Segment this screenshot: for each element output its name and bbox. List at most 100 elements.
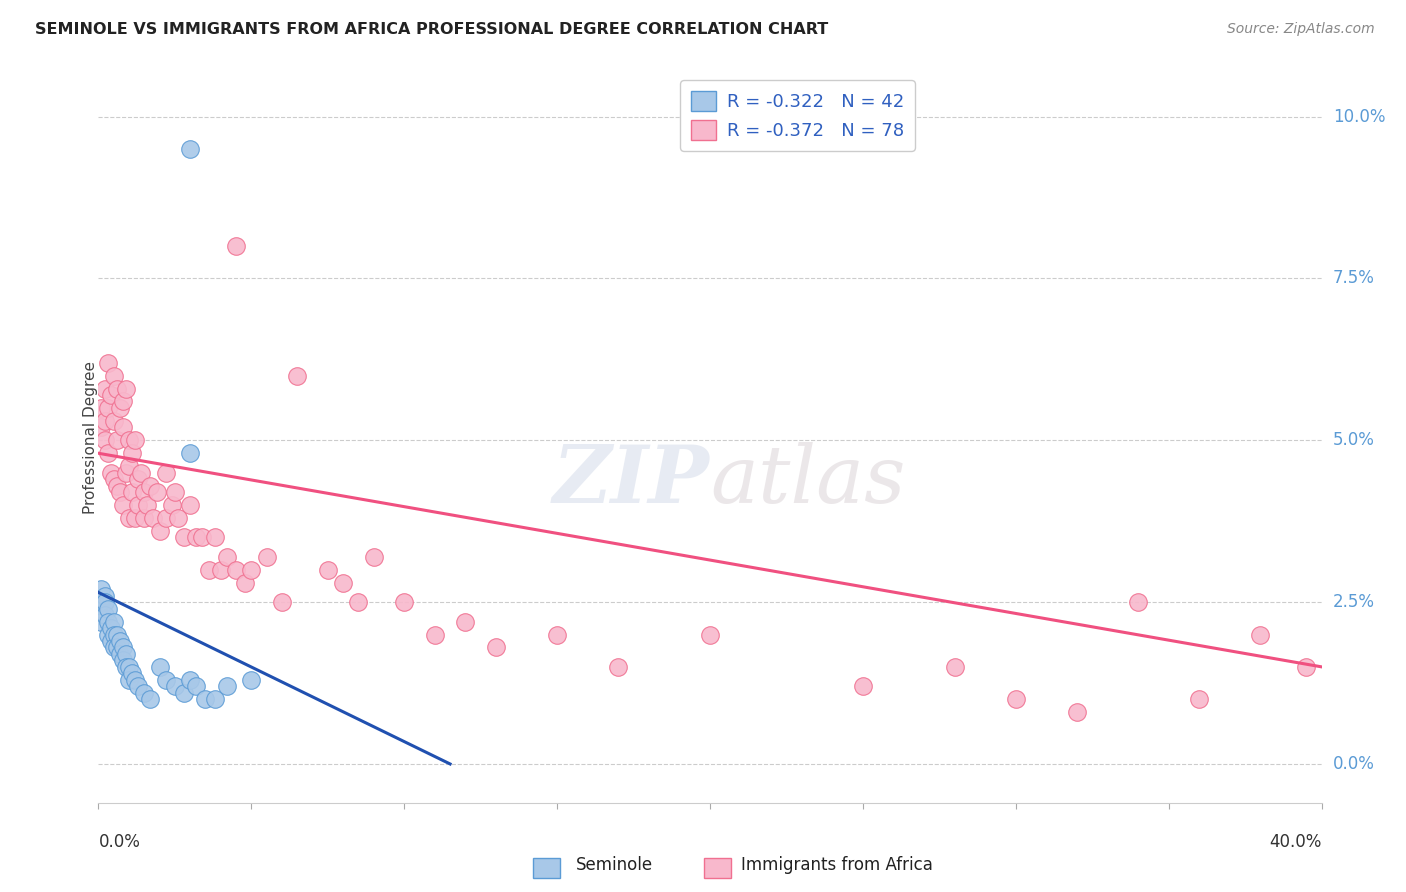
Point (111, 640, 134, 655)
Point (93, 589, 115, 603)
Text: atlas: atlas (710, 442, 905, 520)
Point (118, 434, 141, 448)
Point (155, 466, 177, 480)
Point (87, 601, 110, 615)
Point (93, 595, 115, 609)
Point (225, 563, 247, 577)
Point (149, 660, 172, 674)
Point (118, 660, 141, 674)
Point (179, 498, 201, 512)
Text: Immigrants from Africa: Immigrants from Africa (741, 856, 932, 874)
Point (97, 601, 120, 615)
Point (90, 401, 112, 415)
Text: ZIP: ZIP (553, 442, 710, 520)
Point (134, 686, 156, 700)
Point (270, 595, 292, 609)
Point (316, 563, 339, 577)
Point (129, 466, 152, 480)
Point (155, 673, 177, 687)
Point (852, 679, 875, 693)
Point (179, 446, 201, 460)
Point (103, 640, 125, 655)
Point (215, 679, 238, 693)
Point (90, 615, 112, 629)
Point (173, 686, 195, 700)
Point (93, 382, 115, 396)
Point (943, 660, 966, 674)
Point (194, 692, 217, 706)
Point (1066, 705, 1088, 719)
Point (103, 472, 125, 486)
Point (225, 239, 247, 253)
Point (142, 511, 165, 525)
Point (136, 498, 159, 512)
FancyBboxPatch shape (533, 858, 560, 878)
Point (209, 563, 232, 577)
Point (173, 530, 195, 544)
Point (100, 466, 122, 480)
Point (90, 420, 112, 434)
Point (108, 647, 131, 661)
Point (149, 524, 172, 538)
Point (215, 549, 238, 564)
Legend: R = -0.322   N = 42, R = -0.372   N = 78: R = -0.322 N = 42, R = -0.372 N = 78 (681, 80, 915, 151)
Point (197, 563, 219, 577)
Point (145, 485, 167, 500)
Point (105, 382, 128, 396)
Point (103, 414, 125, 428)
Point (1249, 627, 1271, 641)
Point (240, 673, 263, 687)
Point (134, 485, 156, 500)
Text: 7.5%: 7.5% (1333, 269, 1375, 287)
Point (108, 485, 131, 500)
Point (167, 511, 190, 525)
Point (127, 472, 149, 486)
Point (179, 673, 201, 687)
Point (93, 414, 115, 428)
Point (160, 498, 183, 512)
Text: 0.0%: 0.0% (1333, 755, 1375, 773)
Point (105, 434, 128, 448)
Point (97, 401, 120, 415)
Point (127, 679, 149, 693)
Point (155, 511, 177, 525)
Point (90, 595, 112, 609)
Point (454, 615, 477, 629)
Point (121, 485, 143, 500)
Point (115, 660, 138, 674)
Point (423, 627, 446, 641)
Point (108, 634, 131, 648)
Text: SEMINOLE VS IMMIGRANTS FROM AFRICA PROFESSIONAL DEGREE CORRELATION CHART: SEMINOLE VS IMMIGRANTS FROM AFRICA PROFE… (35, 22, 828, 37)
Point (105, 640, 128, 655)
Point (127, 498, 149, 512)
Point (97, 627, 120, 641)
FancyBboxPatch shape (704, 858, 731, 878)
Point (332, 575, 354, 590)
Point (103, 368, 125, 383)
Text: 40.0%: 40.0% (1270, 833, 1322, 851)
Point (100, 621, 122, 635)
Point (124, 434, 146, 448)
Point (115, 466, 138, 480)
Point (233, 575, 256, 590)
Point (118, 511, 141, 525)
Point (124, 511, 146, 525)
Point (97, 446, 120, 460)
Point (256, 549, 278, 564)
Point (139, 692, 162, 706)
Text: 0.0%: 0.0% (98, 833, 141, 851)
Point (93, 608, 115, 623)
Point (121, 446, 143, 460)
Point (163, 485, 186, 500)
Point (90, 582, 112, 597)
Point (105, 627, 128, 641)
Point (118, 459, 141, 474)
Point (111, 498, 134, 512)
Text: 5.0%: 5.0% (1333, 432, 1375, 450)
Text: 2.5%: 2.5% (1333, 593, 1375, 611)
Point (392, 595, 416, 609)
Point (204, 530, 226, 544)
Point (115, 382, 138, 396)
Point (240, 563, 263, 577)
Text: Seminole: Seminole (575, 856, 652, 874)
